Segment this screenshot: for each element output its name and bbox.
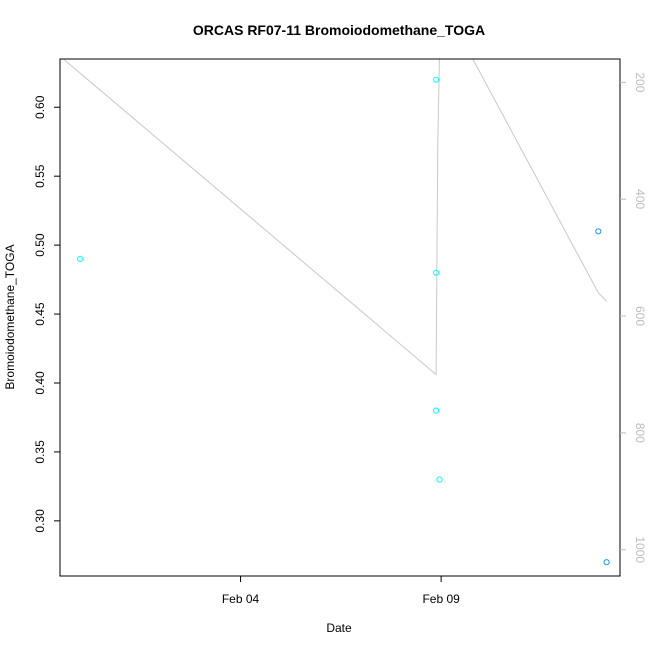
data-point-s1-0 [595, 228, 602, 235]
y2-tick-label: 800 [633, 423, 647, 443]
plot-area: 0.30 0.35 0.40 0.45 0.50 0.55 0.60 Feb 04 Feb 09… [0, 45, 650, 606]
plot-frame [59, 58, 621, 577]
clip-mask [0, 45, 650, 59]
y-axis-label: Bromoiodomethane_TOGA [3, 244, 17, 389]
secondary-line-segment-1 [470, 55, 607, 302]
x-tick-label: Feb 09 [422, 592, 460, 606]
data-point-s1-1 [603, 559, 610, 566]
y2-tick-label: 200 [633, 72, 647, 92]
data-point-s0-3 [433, 407, 440, 414]
x-tick-label: Feb 04 [222, 592, 260, 606]
y2-tick-label: 400 [633, 189, 647, 209]
y-tick-label: 0.40 [33, 371, 47, 395]
y2-tick-label: 1000 [633, 536, 647, 563]
clip-mask-right [621, 59, 650, 576]
secondary-line-segment-0 [59, 55, 440, 376]
data-point-s0-0 [77, 255, 84, 262]
y-tick-label: 0.60 [33, 95, 47, 119]
y-tick-label: 0.45 [33, 302, 47, 326]
y2-tick-label: 600 [633, 306, 647, 326]
y-tick-label: 0.50 [33, 233, 47, 257]
data-point-s0-4 [436, 476, 443, 483]
data-point-s0-1 [433, 76, 440, 83]
chart-title: ORCAS RF07-11 Bromoiodomethane_TOGA [193, 22, 485, 38]
y-tick-label: 0.55 [33, 164, 47, 188]
x-axis-label: Date [326, 621, 352, 635]
y-tick-label: 0.30 [33, 509, 47, 533]
data-point-s0-2 [433, 269, 440, 276]
y-tick-label: 0.35 [33, 440, 47, 464]
